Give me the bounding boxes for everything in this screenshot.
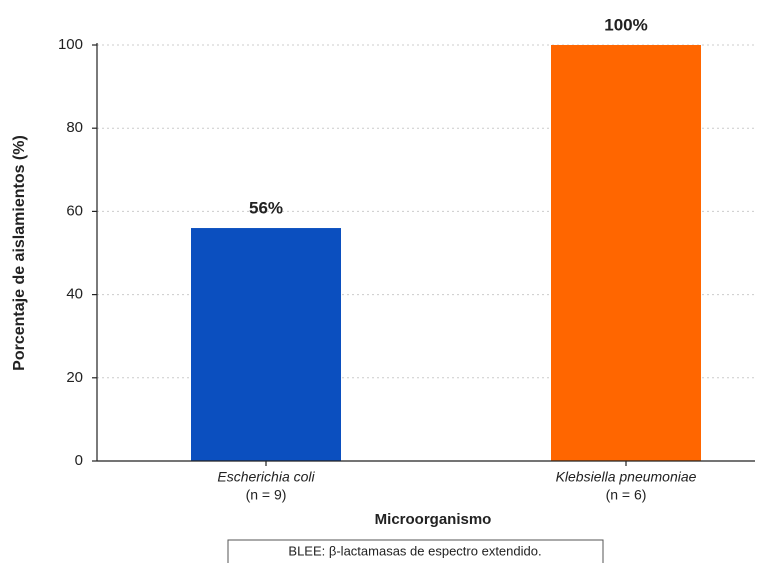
bar: [191, 228, 341, 461]
bar: [551, 45, 701, 461]
y-tick-label: 40: [66, 286, 83, 303]
x-tick-label: Escherichia coli: [217, 469, 315, 485]
y-tick-label: 0: [75, 452, 83, 469]
value-label: 100%: [604, 15, 647, 34]
x-tick-label: Klebsiella pneumoniae: [556, 469, 697, 485]
x-tick-note: (n = 9): [246, 487, 287, 503]
y-tick-label: 100: [58, 36, 83, 53]
x-tick-note: (n = 6): [606, 487, 647, 503]
value-label: 56%: [249, 199, 283, 218]
y-axis-label: Porcentaje de aislamientos (%): [11, 135, 28, 371]
x-axis-label: Microorganismo: [375, 511, 492, 528]
footnote: BLEE: β-lactamasas de espectro extendido…: [288, 543, 541, 558]
y-tick-label: 80: [66, 119, 83, 136]
y-tick-label: 60: [66, 202, 83, 219]
footnote-box: [227, 539, 604, 563]
y-tick-label: 20: [66, 369, 83, 386]
